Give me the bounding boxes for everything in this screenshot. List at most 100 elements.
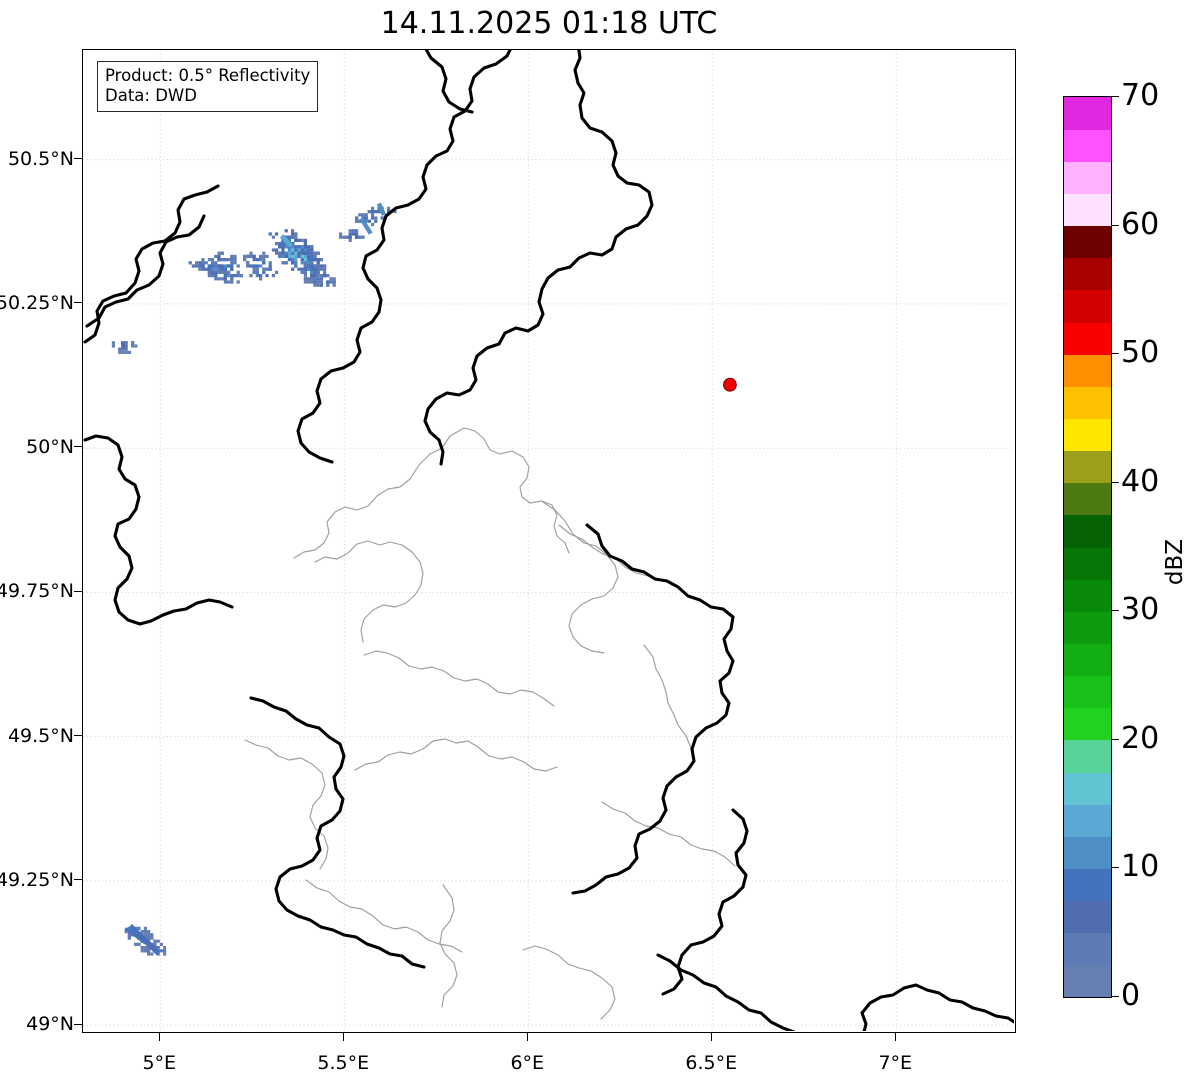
colorbar-axis-label: dBZ xyxy=(1162,538,1189,586)
radar-echo-cell xyxy=(291,258,295,262)
radar-echo-cell xyxy=(291,235,295,239)
radar-echo-cell xyxy=(323,274,327,278)
radar-echo-cell xyxy=(143,949,147,953)
radar-echo-cell xyxy=(371,216,375,220)
radar-echo-cell xyxy=(262,251,266,255)
radar-echo-cell xyxy=(147,952,151,956)
radar-echo-cell xyxy=(211,261,215,265)
colorbar-tick-mark xyxy=(1112,867,1119,869)
radar-echo-cell xyxy=(137,942,141,946)
radar-echo-cell xyxy=(134,942,138,946)
radar-echo-cell xyxy=(316,283,320,287)
colorbar-band xyxy=(1064,547,1111,580)
colorbar-band xyxy=(1064,964,1111,997)
radar-echo-cell xyxy=(227,280,231,284)
radar-echo-cell xyxy=(201,258,205,262)
colorbar-tick-mark xyxy=(1112,481,1119,483)
radar-echo-cell xyxy=(249,264,253,268)
radar-echo-cell xyxy=(188,261,192,265)
page-title: 14.11.2025 01:18 UTC xyxy=(380,6,718,41)
radar-echo-cell xyxy=(230,267,234,271)
radar-echo-cell xyxy=(140,949,144,953)
radar-echo-cell xyxy=(284,251,288,255)
radar-echo-cell xyxy=(217,254,221,258)
radar-echo-streak xyxy=(359,217,373,235)
radar-echo-cell xyxy=(156,952,160,956)
radar-site-marker xyxy=(723,377,737,392)
radar-echo-cell xyxy=(217,251,221,255)
radar-echo-cell xyxy=(220,277,224,281)
radar-echo-cell xyxy=(313,280,317,284)
radar-echo-cell xyxy=(191,264,195,268)
radar-echo-cell xyxy=(201,264,205,268)
radar-echo-cell xyxy=(223,277,227,281)
colorbar-band xyxy=(1064,836,1111,870)
colorbar-band xyxy=(1064,675,1111,709)
radar-echo-cell xyxy=(291,267,295,271)
radar-echo-cell xyxy=(147,936,151,940)
radar-echo-cell xyxy=(271,274,275,278)
map-plot-area[interactable]: Product: 0.5° Reflectivity Data: DWD xyxy=(82,49,1016,1033)
radar-echo-cell xyxy=(243,258,247,262)
radar-echo-cell xyxy=(316,267,320,271)
radar-echo-cell xyxy=(233,261,237,265)
radar-echo-cell xyxy=(127,350,131,354)
radar-echo-cell xyxy=(323,270,327,274)
colorbar-band xyxy=(1064,354,1111,387)
grid-lines xyxy=(83,50,1014,1031)
radar-echo-cell xyxy=(300,258,304,262)
radar-echo-cell xyxy=(230,254,234,258)
radar-echo-cell xyxy=(230,280,234,284)
radar-echo-cell xyxy=(255,258,259,262)
radar-echo-cell xyxy=(124,930,128,934)
longitude-tick-mark xyxy=(894,1033,896,1041)
longitude-tick-mark xyxy=(710,1033,712,1041)
colorbar-band xyxy=(1064,514,1111,548)
radar-echo-cell xyxy=(316,261,320,265)
radar-echo-cell xyxy=(300,254,304,258)
radar-echo-cell xyxy=(159,942,163,946)
radar-echo-cell xyxy=(287,251,291,255)
radar-echo-cell xyxy=(319,258,323,262)
radar-echo-cell xyxy=(255,274,259,278)
radar-echo-cell xyxy=(310,274,314,278)
radar-echo-cell xyxy=(297,267,301,271)
radar-echo-cell xyxy=(371,213,375,217)
radar-echo-cell xyxy=(291,245,295,249)
radar-echo-cell xyxy=(303,248,307,252)
radar-site-dot[interactable] xyxy=(723,377,737,392)
radar-echo-cell xyxy=(223,274,227,278)
radar-echo-cell xyxy=(249,274,253,278)
radar-echo-cell xyxy=(303,267,307,271)
radar-echo-cell xyxy=(348,229,352,233)
radar-echo-cell xyxy=(316,277,320,281)
radar-echo-cell xyxy=(268,261,272,265)
radar-echo-cell xyxy=(361,235,365,239)
radar-echo-cell xyxy=(223,267,227,271)
radar-echo-cell xyxy=(230,277,234,281)
colorbar-tick-label: 50 xyxy=(1121,335,1160,371)
radar-echo-cell xyxy=(214,274,218,278)
radar-echo-cell xyxy=(313,267,317,271)
radar-echo-cell xyxy=(355,232,359,236)
radar-echo-cell xyxy=(332,283,336,287)
radar-echo-cell xyxy=(211,267,215,271)
radar-echo-cell xyxy=(217,264,221,268)
radar-echo-cell xyxy=(313,283,317,287)
radar-echo-cell xyxy=(227,274,231,278)
product-annotation-box: Product: 0.5° Reflectivity Data: DWD xyxy=(97,61,319,112)
longitude-tick-label: 5.5°E xyxy=(317,1052,370,1074)
radar-echo-cell xyxy=(278,251,282,255)
radar-echo-cell xyxy=(259,277,263,281)
colorbar-band xyxy=(1064,193,1111,227)
radar-echo-cell xyxy=(268,267,272,271)
radar-echo-cell xyxy=(294,245,298,249)
radar-echo-cell xyxy=(281,245,285,249)
radar-echo-cell xyxy=(214,277,218,281)
radar-echo-cell xyxy=(300,245,304,249)
radar-echo-cell xyxy=(211,274,215,278)
radar-echo-cell xyxy=(271,235,275,239)
colorbar-band xyxy=(1064,225,1111,259)
radar-echo-cell xyxy=(201,261,205,265)
longitude-tick-label: 5°E xyxy=(142,1052,177,1074)
